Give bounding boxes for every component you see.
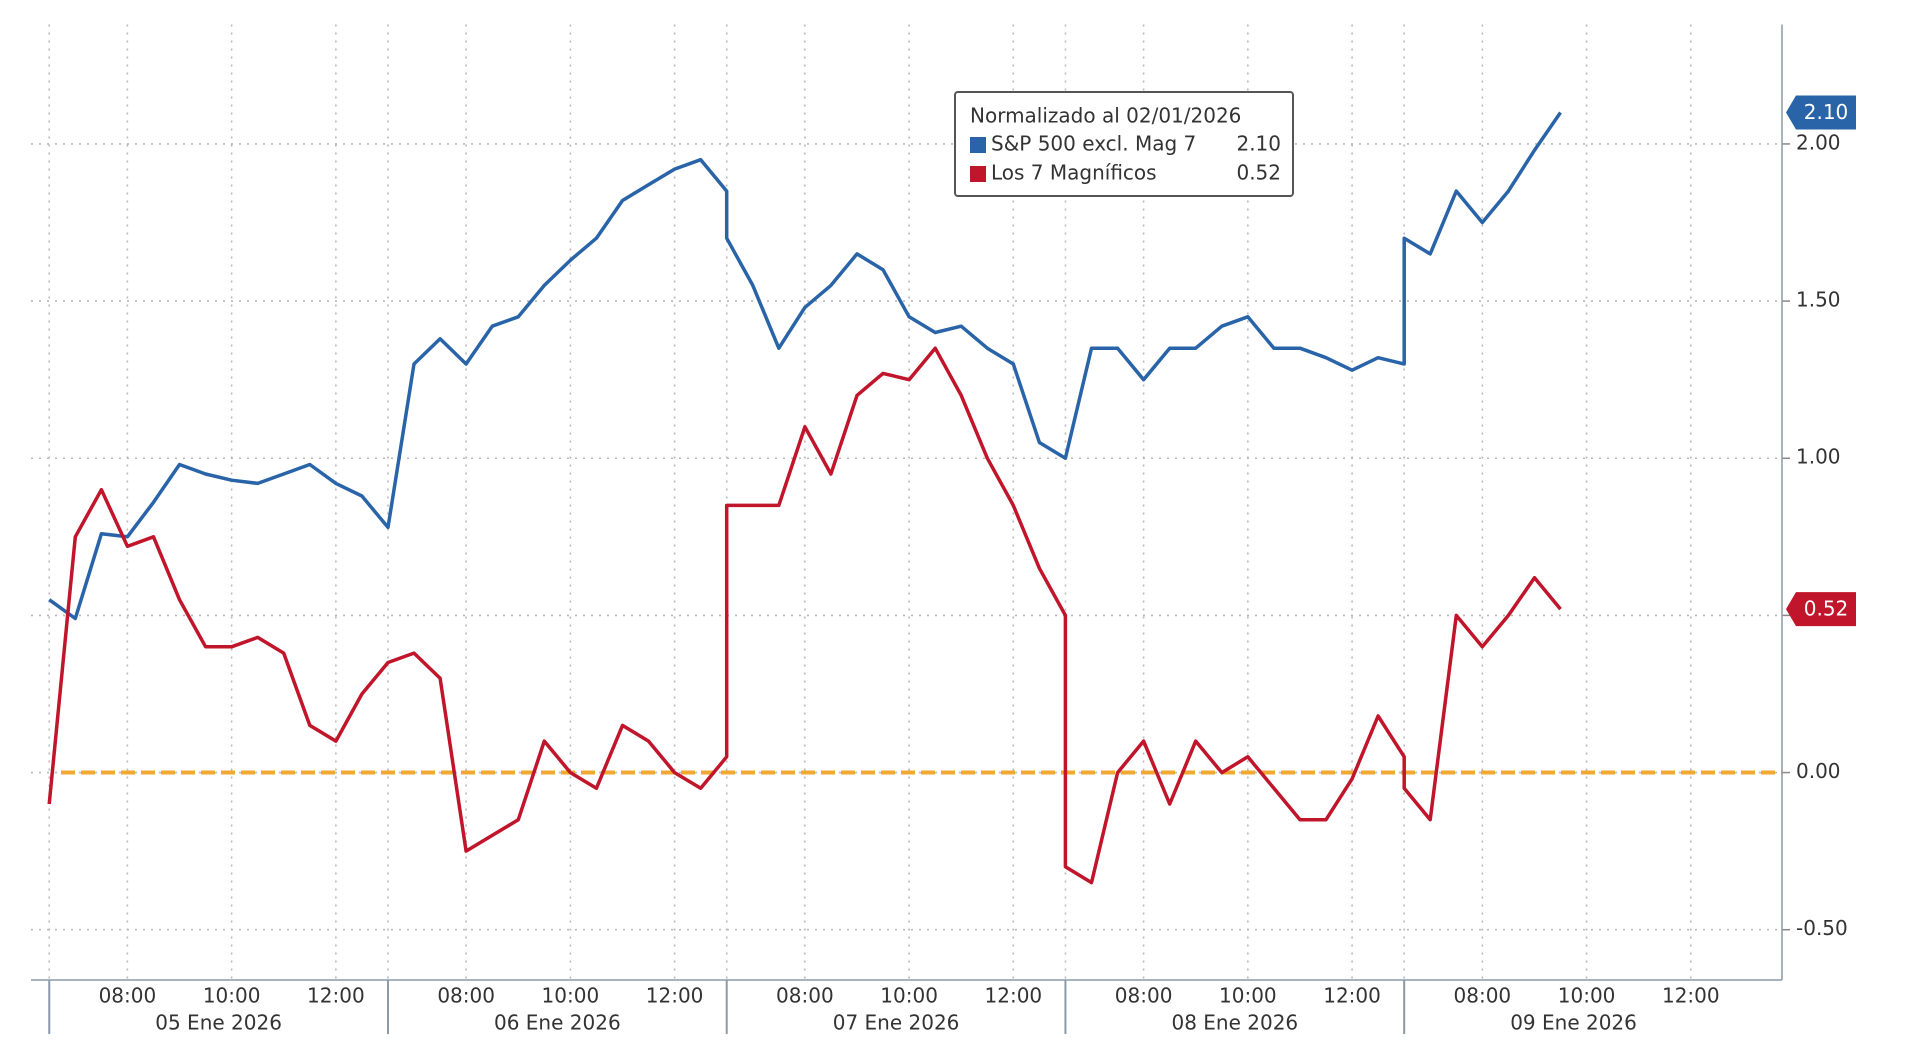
x-tick-label: 12:00 — [1323, 984, 1381, 1008]
series-line — [47, 346, 1562, 885]
x-tick-label: 10:00 — [1558, 984, 1616, 1008]
x-tick-label: 12:00 — [1662, 984, 1720, 1008]
x-tick-label: 08:00 — [99, 984, 157, 1008]
x-tick-label: 08:00 — [1454, 984, 1512, 1008]
x-tick-label: 08:00 — [776, 984, 834, 1008]
value-tag — [1786, 592, 1856, 627]
lines — [47, 111, 1782, 885]
x-tick-label: 12:00 — [307, 984, 365, 1008]
day-label: 09 Ene 2026 — [1510, 1011, 1637, 1035]
value-tag-label: 2.10 — [1804, 100, 1849, 124]
legend-box — [954, 91, 1294, 197]
legend-label: Los 7 Magníficos — [991, 161, 1157, 185]
x-tick-label: 10:00 — [542, 984, 600, 1008]
legend-swatch — [970, 137, 986, 153]
y-tick-label: 1.50 — [1796, 288, 1841, 312]
series-line — [48, 111, 1562, 621]
day-label: 08 Ene 2026 — [1171, 1011, 1298, 1035]
y-tick-label: 0.00 — [1796, 759, 1841, 783]
x-tick-label: 10:00 — [880, 984, 938, 1008]
x-tick-label: 10:00 — [203, 984, 261, 1008]
legend-value: 2.10 — [1236, 132, 1281, 156]
x-tick-label: 08:00 — [1115, 984, 1173, 1008]
legend-label: S&P 500 excl. Mag 7 — [991, 132, 1196, 156]
y-tick-label: 2.00 — [1796, 130, 1841, 154]
y-tick-label: -0.50 — [1796, 916, 1848, 940]
y-tick-label: 1.00 — [1796, 445, 1841, 469]
x-tick-label: 12:00 — [646, 984, 704, 1008]
x-tick-label: 12:00 — [985, 984, 1043, 1008]
value-tag — [1786, 95, 1856, 130]
legend-title: Normalizado al 02/01/2026 — [970, 104, 1241, 128]
x-tick-label: 10:00 — [1219, 984, 1277, 1008]
x-tick-label: 08:00 — [437, 984, 495, 1008]
value-tag-label: 0.52 — [1804, 597, 1849, 621]
legend: Normalizado al 02/01/2026 S&P 500 excl. M… — [954, 91, 1294, 197]
day-label: 07 Ene 2026 — [833, 1011, 960, 1035]
day-label: 06 Ene 2026 — [494, 1011, 621, 1035]
day-label: 05 Ene 2026 — [155, 1011, 282, 1035]
axes: -0.500.000.501.001.502.0008:0010:0012:00… — [31, 24, 1856, 1035]
legend-swatch — [970, 166, 986, 182]
legend-value: 0.52 — [1236, 161, 1281, 185]
